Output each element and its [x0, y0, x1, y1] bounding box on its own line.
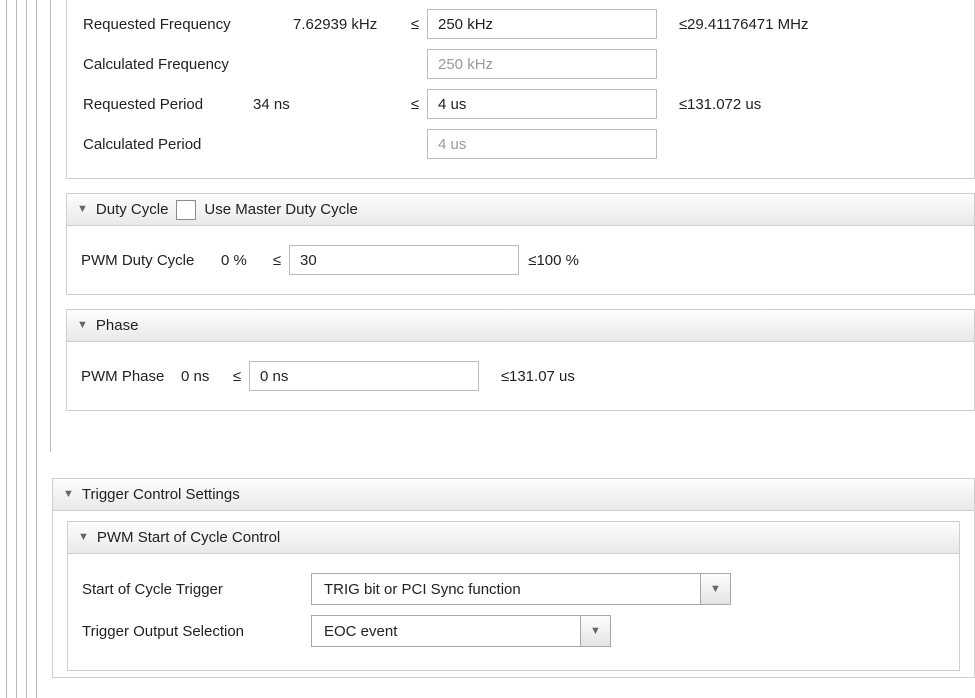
pwm-phase-min: 0 ns — [181, 368, 225, 385]
tree-line — [16, 0, 17, 698]
pwm-phase-input[interactable] — [249, 361, 479, 391]
phase-panel: ▼ Phase PWM Phase 0 ns ≤ ≤ 131.07 us — [66, 309, 975, 411]
leq-symbol: ≤ — [225, 368, 249, 385]
soc-trigger-label: Start of Cycle Trigger — [82, 581, 297, 598]
pwm-soc-title: PWM Start of Cycle Control — [97, 529, 280, 546]
leq-symbol: ≤ — [657, 16, 681, 33]
soc-trigger-value: TRIG bit or PCI Sync function — [312, 574, 700, 604]
requested-frequency-max: 29.41176471 MHz — [681, 16, 808, 33]
pwm-duty-cycle-max: 100 % — [536, 252, 579, 269]
pwm-phase-label: PWM Phase — [81, 368, 181, 385]
pwm-phase-max: 131.07 us — [503, 368, 575, 385]
tree-line — [26, 0, 27, 698]
chevron-down-icon: ▼ — [700, 574, 730, 604]
leq-symbol: ≤ — [479, 368, 503, 385]
requested-period-max: 131.072 us — [681, 96, 761, 113]
leq-symbol: ≤ — [657, 96, 681, 113]
requested-period-label: Requested Period — [83, 96, 253, 113]
soc-trigger-dropdown[interactable]: TRIG bit or PCI Sync function ▼ — [311, 573, 731, 605]
chevron-down-icon: ▼ — [580, 616, 610, 646]
requested-frequency-label: Requested Frequency — [83, 16, 293, 33]
chevron-down-icon: ▼ — [77, 320, 88, 331]
phase-title: Phase — [96, 317, 139, 334]
trigger-output-selection-value: EOC event — [312, 616, 580, 646]
leq-symbol: ≤ — [403, 16, 427, 33]
trigger-control-title: Trigger Control Settings — [82, 486, 240, 503]
use-master-duty-label: Use Master Duty Cycle — [204, 201, 357, 218]
requested-frequency-input[interactable] — [427, 9, 657, 39]
phase-header[interactable]: ▼ Phase — [67, 310, 974, 342]
tree-line — [50, 0, 51, 452]
calculated-period-input — [427, 129, 657, 159]
leq-symbol: ≤ — [403, 96, 427, 113]
leq-symbol: ≤ — [265, 252, 289, 269]
calculated-frequency-input — [427, 49, 657, 79]
trigger-control-panel: ▼ Trigger Control Settings ▼ PWM Start o… — [52, 478, 975, 678]
use-master-duty-checkbox[interactable] — [176, 200, 196, 220]
trigger-output-selection-dropdown[interactable]: EOC event ▼ — [311, 615, 611, 647]
chevron-down-icon: ▼ — [63, 489, 74, 500]
pwm-duty-cycle-input[interactable] — [289, 245, 519, 275]
calculated-period-label: Calculated Period — [83, 136, 253, 153]
requested-period-min: 34 ns — [253, 96, 403, 113]
requested-period-input[interactable] — [427, 89, 657, 119]
chevron-down-icon: ▼ — [78, 532, 89, 543]
pwm-soc-panel: ▼ PWM Start of Cycle Control Start of Cy… — [67, 521, 960, 671]
pwm-duty-cycle-min: 0 % — [221, 252, 265, 269]
chevron-down-icon: ▼ — [77, 204, 88, 215]
pwm-duty-cycle-label: PWM Duty Cycle — [81, 252, 221, 269]
duty-cycle-title: Duty Cycle — [96, 201, 169, 218]
requested-frequency-min: 7.62939 kHz — [293, 16, 403, 33]
pwm-soc-header[interactable]: ▼ PWM Start of Cycle Control — [68, 522, 959, 554]
calculated-frequency-label: Calculated Frequency — [83, 56, 293, 73]
tree-line — [6, 0, 7, 698]
trigger-output-selection-label: Trigger Output Selection — [82, 623, 297, 640]
duty-cycle-header[interactable]: ▼ Duty Cycle Use Master Duty Cycle — [67, 194, 974, 226]
duty-cycle-panel: ▼ Duty Cycle Use Master Duty Cycle PWM D… — [66, 193, 975, 295]
trigger-control-header[interactable]: ▼ Trigger Control Settings — [53, 479, 974, 511]
frequency-group: Requested Frequency 7.62939 kHz ≤ ≤ 29.4… — [66, 0, 975, 179]
